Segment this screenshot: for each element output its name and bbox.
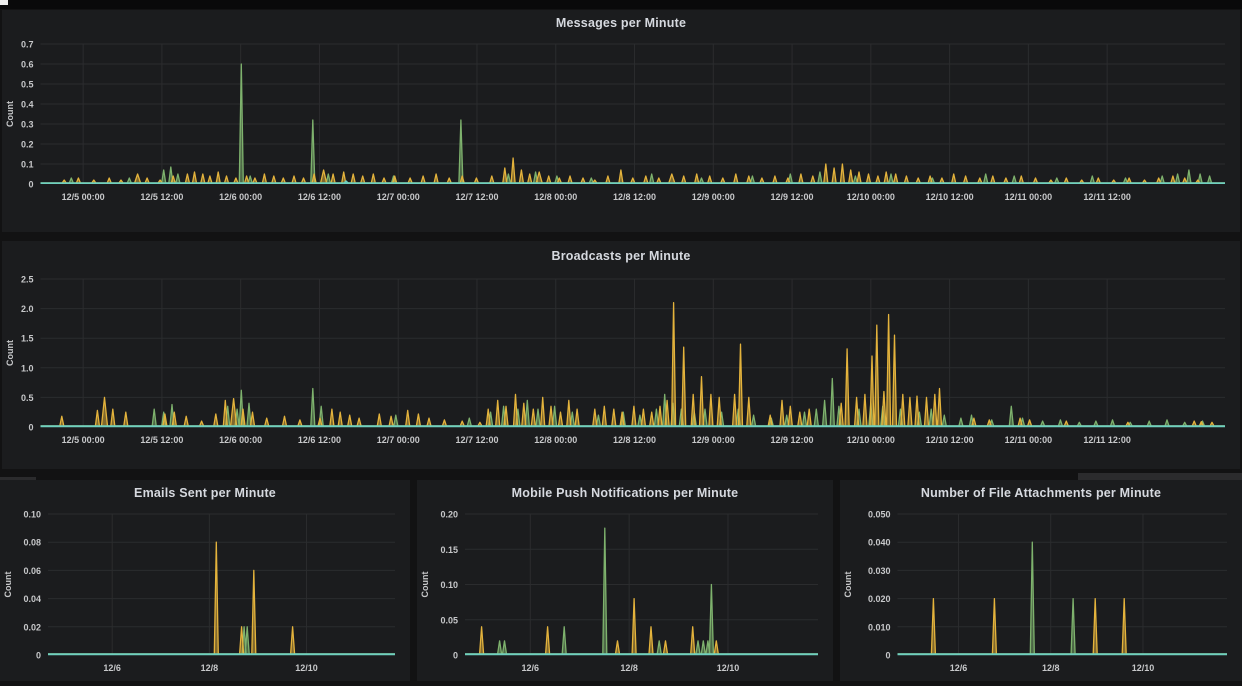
svg-text:0.010: 0.010 xyxy=(868,622,891,632)
svg-text:0.6: 0.6 xyxy=(21,60,34,70)
svg-text:Count: Count xyxy=(420,572,430,598)
broadcasts-chart[interactable]: 12/5 00:00 12/5 12:00 12/6 00:00 12/6 12:00… xyxy=(2,271,1238,453)
window-corner-mark xyxy=(0,0,8,5)
svg-text:12/8: 12/8 xyxy=(1042,663,1060,673)
svg-text:0.08: 0.08 xyxy=(23,538,41,548)
svg-text:12/6 12:00: 12/6 12:00 xyxy=(298,435,341,445)
svg-text:12/9 00:00: 12/9 00:00 xyxy=(692,192,735,202)
panel-title-emails[interactable]: Emails Sent per Minute xyxy=(134,486,276,500)
svg-text:12/10: 12/10 xyxy=(295,663,318,673)
svg-text:0.3: 0.3 xyxy=(21,120,34,130)
svg-text:0.2: 0.2 xyxy=(21,140,34,150)
svg-text:0.20: 0.20 xyxy=(440,510,458,520)
svg-text:12/10 12:00: 12/10 12:00 xyxy=(926,192,974,202)
svg-text:0: 0 xyxy=(28,180,33,190)
svg-text:12/8: 12/8 xyxy=(620,663,638,673)
svg-text:0.10: 0.10 xyxy=(23,510,41,520)
svg-text:12/10 12:00: 12/10 12:00 xyxy=(926,435,974,445)
svg-text:12/5 00:00: 12/5 00:00 xyxy=(62,192,105,202)
svg-text:0.040: 0.040 xyxy=(868,538,891,548)
panel-title-messages[interactable]: Messages per Minute xyxy=(555,16,687,30)
svg-text:12/5 00:00: 12/5 00:00 xyxy=(62,435,105,445)
svg-text:12/10 00:00: 12/10 00:00 xyxy=(847,192,895,202)
panel-emails: Emails Sent per Minute 12/6 12/8 12/10 0 0.0… xyxy=(0,480,410,681)
emails-chart[interactable]: 12/6 12/8 12/10 0 0.02 0.04 0.06 0.08 0.10 Count xyxy=(0,506,408,681)
svg-text:2.0: 2.0 xyxy=(21,304,34,314)
svg-text:12/10: 12/10 xyxy=(717,663,740,673)
svg-text:1.5: 1.5 xyxy=(21,334,34,344)
svg-text:12/8 12:00: 12/8 12:00 xyxy=(613,435,656,445)
svg-text:12/10 00:00: 12/10 00:00 xyxy=(847,435,895,445)
attachments-chart[interactable]: 12/6 12/8 12/10 0 0.010 0.020 0.030 0.040 0.050 C… xyxy=(840,506,1240,681)
svg-text:12/6: 12/6 xyxy=(522,663,540,673)
svg-text:2.5: 2.5 xyxy=(21,275,34,285)
svg-text:0.04: 0.04 xyxy=(23,594,41,604)
svg-text:12/11 00:00: 12/11 00:00 xyxy=(1005,435,1053,445)
panel-title-broadcasts[interactable]: Broadcasts per Minute xyxy=(551,249,691,263)
svg-text:12/9 00:00: 12/9 00:00 xyxy=(692,435,735,445)
svg-text:12/8: 12/8 xyxy=(201,663,219,673)
svg-text:12/6 00:00: 12/6 00:00 xyxy=(219,435,262,445)
svg-text:12/7 12:00: 12/7 12:00 xyxy=(455,435,498,445)
svg-text:12/8 12:00: 12/8 12:00 xyxy=(613,192,656,202)
panel-attachments: Number of File Attachments per Minute 12… xyxy=(840,480,1242,681)
panel-messages: Messages per Minute 12/5 00:00 12/5 12:00… xyxy=(2,10,1240,232)
svg-text:Count: Count xyxy=(5,101,15,127)
svg-text:0.15: 0.15 xyxy=(440,545,458,555)
mobile-push-chart[interactable]: 12/6 12/8 12/10 0 0.05 0.10 0.15 0.20 Count xyxy=(417,506,831,681)
svg-text:12/11 12:00: 12/11 12:00 xyxy=(1083,435,1131,445)
svg-text:0.02: 0.02 xyxy=(23,622,41,632)
svg-text:Count: Count xyxy=(5,340,15,366)
messages-chart[interactable]: 12/5 00:00 12/5 12:00 12/6 00:00 12/6 12:00… xyxy=(2,36,1238,210)
svg-text:0.10: 0.10 xyxy=(440,580,458,590)
svg-text:12/9 12:00: 12/9 12:00 xyxy=(771,435,814,445)
svg-text:12/9 12:00: 12/9 12:00 xyxy=(771,192,814,202)
svg-text:12/10: 12/10 xyxy=(1132,663,1155,673)
svg-text:0.050: 0.050 xyxy=(868,510,891,520)
svg-text:0.4: 0.4 xyxy=(21,100,34,110)
panel-title-mobile-push[interactable]: Mobile Push Notifications per Minute xyxy=(511,486,739,500)
svg-text:1.0: 1.0 xyxy=(21,363,34,373)
svg-text:12/5 12:00: 12/5 12:00 xyxy=(140,192,183,202)
svg-text:Count: Count xyxy=(3,572,13,598)
svg-text:0.020: 0.020 xyxy=(868,594,891,604)
svg-text:12/7 12:00: 12/7 12:00 xyxy=(455,192,498,202)
panel-edge-strip-right xyxy=(1078,473,1242,482)
svg-text:12/6: 12/6 xyxy=(103,663,121,673)
svg-text:12/11 00:00: 12/11 00:00 xyxy=(1005,192,1053,202)
svg-text:12/7 00:00: 12/7 00:00 xyxy=(377,435,420,445)
panel-broadcasts: Broadcasts per Minute 12/5 00:00 12/5 12:… xyxy=(2,241,1240,469)
svg-text:0: 0 xyxy=(453,651,458,661)
svg-text:12/7 00:00: 12/7 00:00 xyxy=(377,192,420,202)
svg-text:12/6 12:00: 12/6 12:00 xyxy=(298,192,341,202)
svg-text:0.06: 0.06 xyxy=(23,566,41,576)
svg-text:12/8 00:00: 12/8 00:00 xyxy=(534,192,577,202)
svg-text:0: 0 xyxy=(36,651,41,661)
svg-text:0.1: 0.1 xyxy=(21,160,34,170)
svg-text:0.030: 0.030 xyxy=(868,566,891,576)
svg-text:12/5 12:00: 12/5 12:00 xyxy=(140,435,183,445)
svg-text:Count: Count xyxy=(843,572,853,598)
panel-title-attachments[interactable]: Number of File Attachments per Minute xyxy=(920,486,1162,500)
svg-text:12/8 00:00: 12/8 00:00 xyxy=(534,435,577,445)
panel-mobile-push: Mobile Push Notifications per Minute 12/… xyxy=(417,480,833,681)
svg-text:0: 0 xyxy=(28,423,33,433)
svg-text:12/6: 12/6 xyxy=(950,663,968,673)
svg-text:0.5: 0.5 xyxy=(21,393,34,403)
svg-text:0.7: 0.7 xyxy=(21,40,34,50)
svg-text:0.05: 0.05 xyxy=(440,615,458,625)
svg-text:12/11 12:00: 12/11 12:00 xyxy=(1083,192,1131,202)
svg-text:12/6 00:00: 12/6 00:00 xyxy=(219,192,262,202)
svg-text:0: 0 xyxy=(885,651,890,661)
top-window-strip xyxy=(0,0,1242,9)
svg-text:0.5: 0.5 xyxy=(21,80,34,90)
